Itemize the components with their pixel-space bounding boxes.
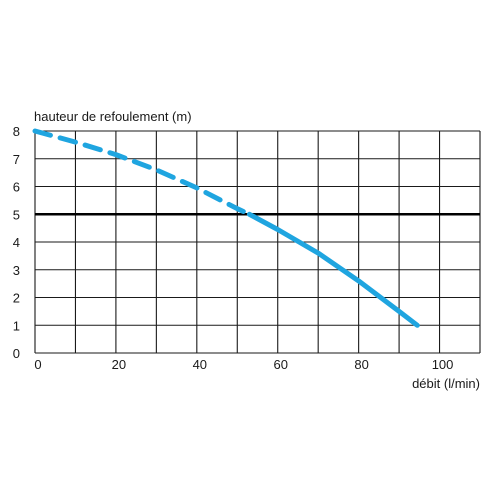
y-tick-label: 6 — [13, 180, 20, 195]
curve-solid-segment — [246, 211, 420, 328]
x-tick-label: 100 — [432, 357, 454, 372]
y-tick-label: 2 — [13, 291, 20, 306]
y-tick-label: 4 — [13, 235, 20, 250]
y-axis-ticks: 0 1 2 3 4 5 6 7 8 — [13, 124, 20, 361]
curve-dashed-segment — [32, 128, 252, 217]
x-tick-label: 40 — [193, 357, 207, 372]
x-tick-label: 80 — [354, 357, 368, 372]
curve-series — [32, 128, 420, 328]
y-tick-label: 1 — [13, 318, 20, 333]
x-axis-title: débit (l/min) — [412, 376, 480, 391]
y-tick-label: 7 — [13, 152, 20, 167]
x-axis-ticks: 0 20 40 60 80 100 — [34, 357, 453, 372]
y-tick-label: 3 — [13, 263, 20, 278]
x-tick-label: 60 — [273, 357, 287, 372]
y-tick-label: 5 — [13, 207, 20, 222]
y-tick-label: 0 — [13, 346, 20, 361]
y-axis-title: hauteur de refoulement (m) — [34, 109, 192, 124]
y-tick-label: 8 — [13, 124, 20, 139]
x-tick-label: 20 — [112, 357, 126, 372]
x-tick-label: 0 — [34, 357, 41, 372]
